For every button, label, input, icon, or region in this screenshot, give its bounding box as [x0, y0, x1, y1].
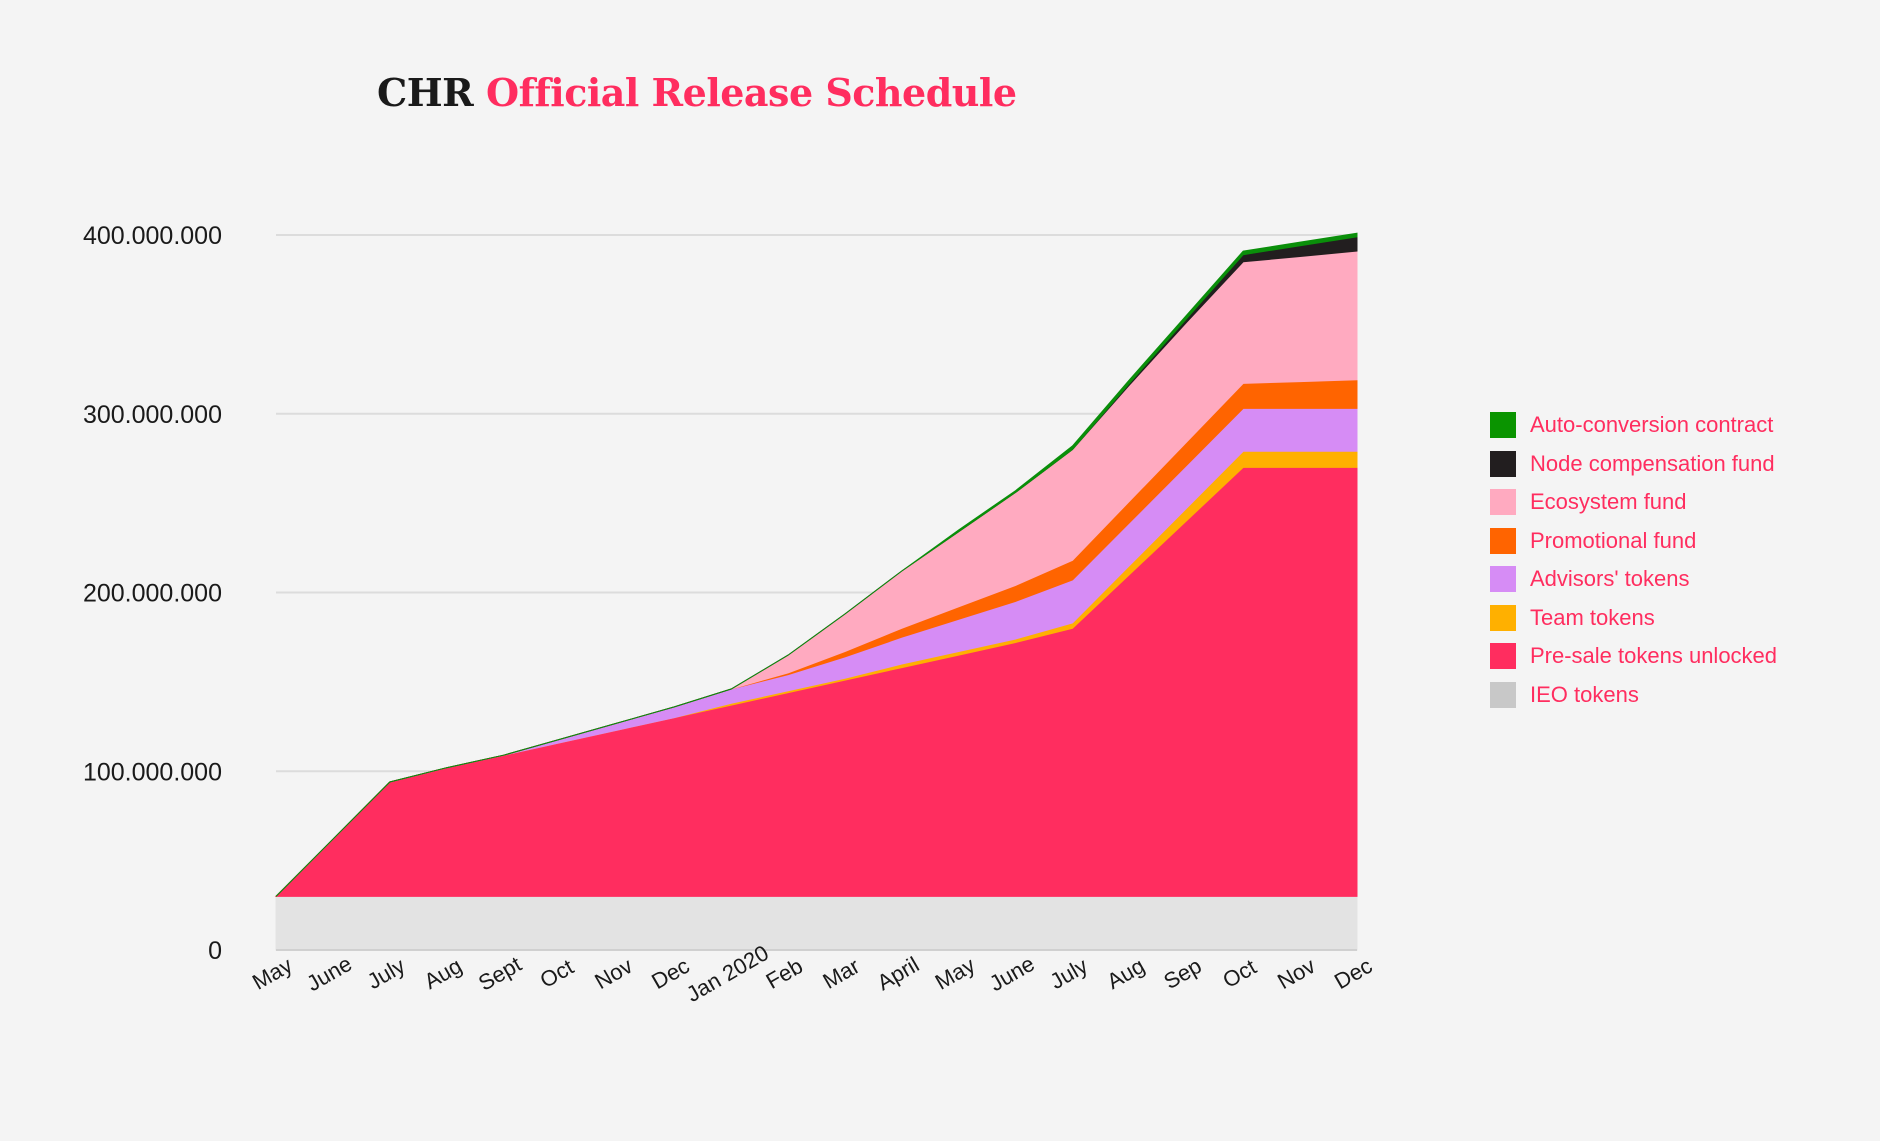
x-tick-label: Oct: [536, 954, 578, 993]
chart-title-brand: CHR: [377, 70, 474, 115]
legend-label: Promotional fund: [1530, 527, 1697, 553]
y-tick-label: 200.000.000: [83, 580, 222, 608]
legend-swatch: [1490, 450, 1516, 477]
x-tick-label: June: [302, 951, 356, 997]
chart-title: CHR Official Release Schedule: [377, 70, 1017, 115]
legend-swatch: [1490, 527, 1516, 554]
area-ieo-tokens: [275, 895, 1358, 951]
legend-swatch: [1490, 643, 1516, 669]
legend-swatch: [1490, 489, 1516, 515]
legend-label: Ecosystem fund: [1530, 489, 1687, 514]
x-tick-label: Sept: [474, 951, 526, 995]
y-tick-label: 400.000.000: [83, 222, 222, 250]
x-tick-label: Dec: [1330, 953, 1376, 994]
legend-swatch: [1490, 604, 1516, 631]
x-tick-label: Nov: [1273, 953, 1319, 994]
x-tick-label: May: [931, 952, 979, 994]
x-tick-label: June: [985, 951, 1039, 997]
x-tick-label: Nov: [590, 953, 636, 994]
x-tick-label: May: [248, 952, 296, 994]
x-tick-label: Aug: [1102, 953, 1148, 994]
x-tick-label: Oct: [1218, 954, 1260, 993]
y-tick-label: 300.000.000: [83, 401, 222, 429]
x-tick-label: Mar: [819, 953, 864, 994]
legend-label: Advisors' tokens: [1530, 566, 1690, 591]
legend-label: Node compensation fund: [1530, 450, 1775, 476]
x-tick-label: April: [873, 952, 924, 996]
x-tick-label: July: [363, 953, 409, 994]
area-auto-conversion-contract: [275, 232, 1358, 897]
legend-swatch: [1490, 412, 1516, 438]
legend-label: Team tokens: [1530, 604, 1655, 630]
chart-title-main: Official Release Schedule: [485, 70, 1017, 115]
y-axis-labels: 0 100.000.000 200.000.000 300.000.000 400.00…: [83, 222, 222, 965]
x-tick-label: July: [1046, 953, 1092, 994]
legend-label: Auto-conversion contract: [1530, 412, 1774, 437]
legend-swatch: [1490, 566, 1516, 592]
y-tick-label: 0: [208, 937, 222, 965]
legend-swatch: [1490, 681, 1516, 708]
y-tick-label: 100.000.000: [83, 758, 222, 786]
area-series: [274, 232, 1358, 951]
x-tick-label: Aug: [420, 953, 466, 994]
legend-label: IEO tokens: [1530, 681, 1639, 707]
legend-label: Pre-sale tokens unlocked: [1530, 643, 1778, 668]
x-tick-label: Sep: [1159, 953, 1205, 994]
